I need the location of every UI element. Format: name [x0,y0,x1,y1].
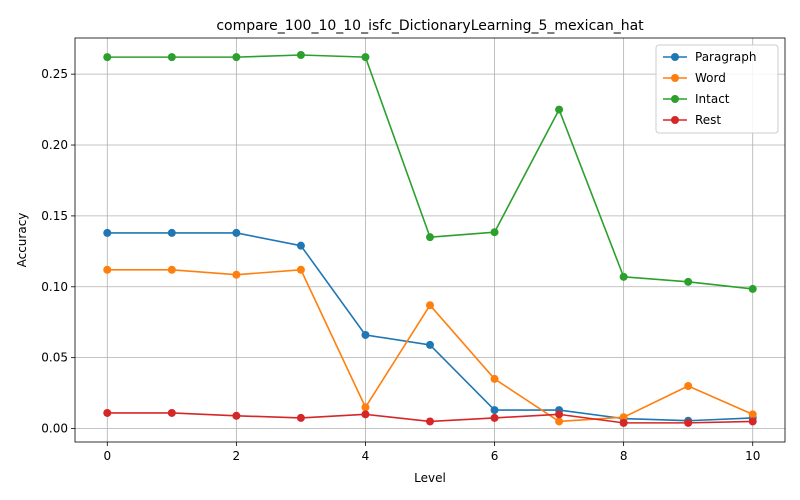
y-tick-label: 0.10 [41,280,68,294]
series-line-paragraph [107,232,753,422]
x-tick-label: 6 [491,449,499,463]
data-point-rest [684,418,693,427]
data-point-paragraph [361,330,370,339]
legend-swatch-marker [671,74,679,82]
chart-title: compare_100_10_10_isfc_DictionaryLearnin… [216,18,644,34]
data-point-intact [748,284,757,293]
legend-label: Rest [695,113,721,127]
x-tick-label: 2 [233,449,241,463]
legend-item-paragraph: Paragraph [663,50,756,64]
data-point-intact [490,228,499,237]
y-axis-label: Accuracy [15,213,29,268]
data-point-word [103,265,112,274]
data-point-rest [426,417,434,426]
data-point-word [619,413,628,422]
y-tick-label: 0.15 [41,209,68,223]
data-point-word [232,270,241,279]
legend-item-intact: Intact [663,92,730,106]
data-point-intact [619,272,628,281]
data-point-word [748,410,757,419]
data-point-rest [167,408,176,417]
data-point-rest [619,418,628,427]
data-point-intact [361,53,370,62]
data-point-intact [684,277,693,286]
legend-label: Intact [695,92,730,106]
data-point-paragraph [232,228,241,237]
y-tick-label: 0.20 [41,138,68,152]
legend-label: Paragraph [695,50,756,64]
data-point-intact [555,105,564,114]
data-point-intact [103,53,112,62]
data-point-intact [167,53,176,62]
series-word [103,265,757,426]
legend-swatch-marker [671,116,679,124]
data-point-rest [490,413,499,422]
ticks: 0 2 4 6 8 10 0.00 0.05 0.10 0.15 0.20 0.25 [41,67,760,463]
series-layer [103,51,757,427]
data-point-word [426,301,434,310]
data-point-word [490,374,499,383]
legend-swatch-marker [671,53,679,61]
series-intact [103,51,757,293]
data-point-rest [748,417,757,426]
legend-item-rest: Rest [663,113,721,127]
legend-label: Word [695,71,726,85]
series-paragraph [103,228,757,425]
legend: Paragraph Word Intact Rest [655,44,779,134]
legend-box [655,44,779,134]
data-point-paragraph [426,340,434,349]
data-point-word [684,382,693,391]
data-point-rest [103,408,112,417]
data-point-paragraph [490,406,499,415]
x-tick-label: 8 [620,449,628,463]
y-tick-label: 0.00 [41,422,68,436]
data-point-rest [232,411,241,420]
data-point-rest [555,410,564,419]
legend-swatch-marker [671,95,679,103]
x-tick-label: 4 [362,449,370,463]
data-point-word [555,417,564,426]
data-point-intact [232,53,241,62]
data-point-paragraph [296,241,305,250]
x-axis-label: Level [414,471,446,485]
legend-item-word: Word [663,71,726,85]
data-point-word [361,403,370,412]
data-point-intact [296,51,305,60]
data-point-rest [361,410,370,419]
x-tick-label: 10 [745,449,760,463]
x-tick-label: 0 [103,449,111,463]
data-point-word [296,265,305,274]
data-point-paragraph [167,228,176,237]
plot-frame [74,37,786,443]
series-rest [103,408,757,427]
data-point-word [167,265,176,274]
data-point-rest [296,413,305,422]
y-tick-label: 0.05 [41,351,68,365]
y-tick-label: 0.25 [41,67,68,81]
data-point-intact [426,233,434,242]
data-point-paragraph [103,228,112,237]
